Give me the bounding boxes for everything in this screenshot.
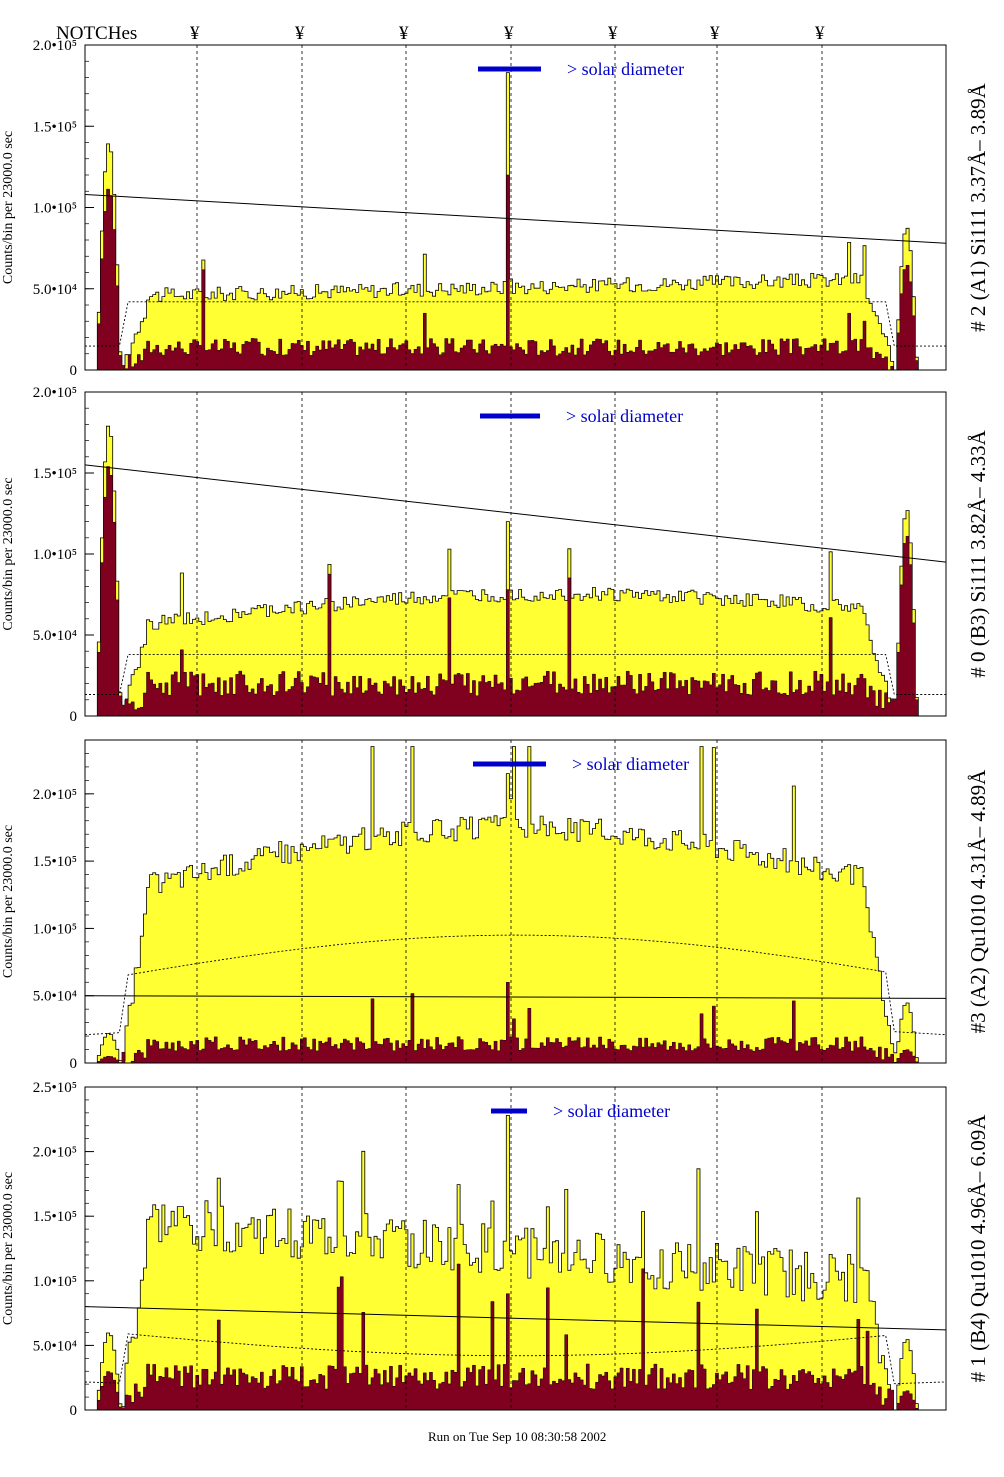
filled-series xyxy=(85,982,946,1064)
mean-curve xyxy=(84,1333,947,1385)
y-tick-label: 0 xyxy=(70,709,78,725)
notch-mark-7: ¥ xyxy=(815,23,825,44)
solar-diameter-label: > solar diameter xyxy=(553,1101,670,1121)
y-tick-label: 1.5•10⁵ xyxy=(33,854,77,870)
run-timestamp: Run on Tue Sep 10 08:30:58 2002 xyxy=(428,1429,606,1444)
y-tick-label: 1.0•10⁵ xyxy=(33,1274,77,1290)
notch-mark-2: ¥ xyxy=(295,23,305,44)
y-tick-label: 0 xyxy=(70,1403,78,1419)
mean-curve xyxy=(85,301,946,347)
chart-panels: 0 5.0•10⁴ 1.0•10⁵ 1.5•10⁵ 2.0•10⁵ Counts/bin … xyxy=(1,38,990,1419)
envelope-series xyxy=(85,425,946,717)
y-tick-label: 5.0•10⁴ xyxy=(33,1338,77,1354)
y-tick-label: 2.0•10⁵ xyxy=(33,38,77,54)
y-tick-label: 2.5•10⁵ xyxy=(33,1080,77,1096)
y-tick-label: 1.0•10⁵ xyxy=(33,547,77,563)
notch-marks: ¥ ¥ ¥ ¥ ¥ ¥ ¥ xyxy=(190,23,825,44)
solar-diameter-label: > solar diameter xyxy=(572,754,689,774)
y-tick-label: 0 xyxy=(70,363,78,379)
solar-diameter-label: > solar diameter xyxy=(566,406,683,426)
envelope-series xyxy=(85,746,946,1064)
crystal-label: # 1 (B4) Qu1010 4.96Å– 6.09Å xyxy=(966,1114,990,1383)
y-tick-label: 5.0•10⁴ xyxy=(33,282,77,298)
notch-mark-1: ¥ xyxy=(190,23,200,44)
filled-series xyxy=(85,466,946,717)
notch-mark-4: ¥ xyxy=(504,23,514,44)
notches-header: NOTCHes ¥ ¥ ¥ ¥ ¥ ¥ ¥ xyxy=(56,23,825,44)
y-axis-label: Counts/bin per 23000.0 sec xyxy=(1,477,16,630)
plot-frame xyxy=(84,1086,947,1411)
notches-label: NOTCHes xyxy=(56,23,137,44)
y-axis-label: Counts/bin per 23000.0 sec xyxy=(1,825,16,978)
y-tick-label: 2.0•10⁵ xyxy=(33,385,77,401)
y-tick-label: 1.0•10⁵ xyxy=(33,201,77,217)
y-tick-label: 1.5•10⁵ xyxy=(33,1209,77,1225)
trend-line xyxy=(84,1306,947,1331)
crystal-label: #3 (A2) Qu1010 4.31Å– 4.89Å xyxy=(966,769,990,1033)
y-tick-label: 1.5•10⁵ xyxy=(33,466,77,482)
filled-series xyxy=(85,1263,946,1411)
panel-3: 0 5.0•10⁴ 1.0•10⁵ 1.5•10⁵ 2.0•10⁵ Counts/bin … xyxy=(1,739,990,1072)
trend-line xyxy=(84,194,947,244)
y-tick-label: 0 xyxy=(70,1056,78,1072)
y-axis-label: Counts/bin per 23000.0 sec xyxy=(1,1172,16,1325)
panel-1: 0 5.0•10⁴ 1.0•10⁵ 1.5•10⁵ 2.0•10⁵ Counts/bin … xyxy=(1,38,990,379)
crystal-label: # 0 (B3) Si111 3.82Å– 4.33Å xyxy=(966,429,990,677)
filled-series xyxy=(85,174,946,371)
y-tick-label: 2.0•10⁵ xyxy=(33,787,77,803)
envelope-series xyxy=(85,1115,946,1411)
y-tick-label: 2.0•10⁵ xyxy=(33,1145,77,1161)
envelope-series xyxy=(85,72,946,371)
y-tick-label: 5.0•10⁴ xyxy=(33,989,77,1005)
notch-mark-3: ¥ xyxy=(399,23,409,44)
panel-2: 0 5.0•10⁴ 1.0•10⁵ 1.5•10⁵ 2.0•10⁵ Counts/bin … xyxy=(1,385,990,725)
crystal-label: # 2 (A1) Si111 3.37Å– 3.89Å xyxy=(966,82,990,332)
y-tick-label: 1.5•10⁵ xyxy=(33,119,77,135)
panel-4: 0 5.0•10⁴ 1.0•10⁵ 1.5•10⁵ 2.0•10⁵ 2.5•10⁵ Coun… xyxy=(1,1080,990,1419)
trend-line xyxy=(84,995,947,999)
trend-line xyxy=(84,464,947,563)
y-tick-label: 1.0•10⁵ xyxy=(33,921,77,937)
notch-mark-6: ¥ xyxy=(710,23,720,44)
mean-curve xyxy=(85,653,946,695)
solar-diameter-label: > solar diameter xyxy=(567,59,684,79)
y-axis-label: Counts/bin per 23000.0 sec xyxy=(1,131,16,284)
y-tick-label: 5.0•10⁴ xyxy=(33,628,77,644)
notch-mark-5: ¥ xyxy=(608,23,618,44)
